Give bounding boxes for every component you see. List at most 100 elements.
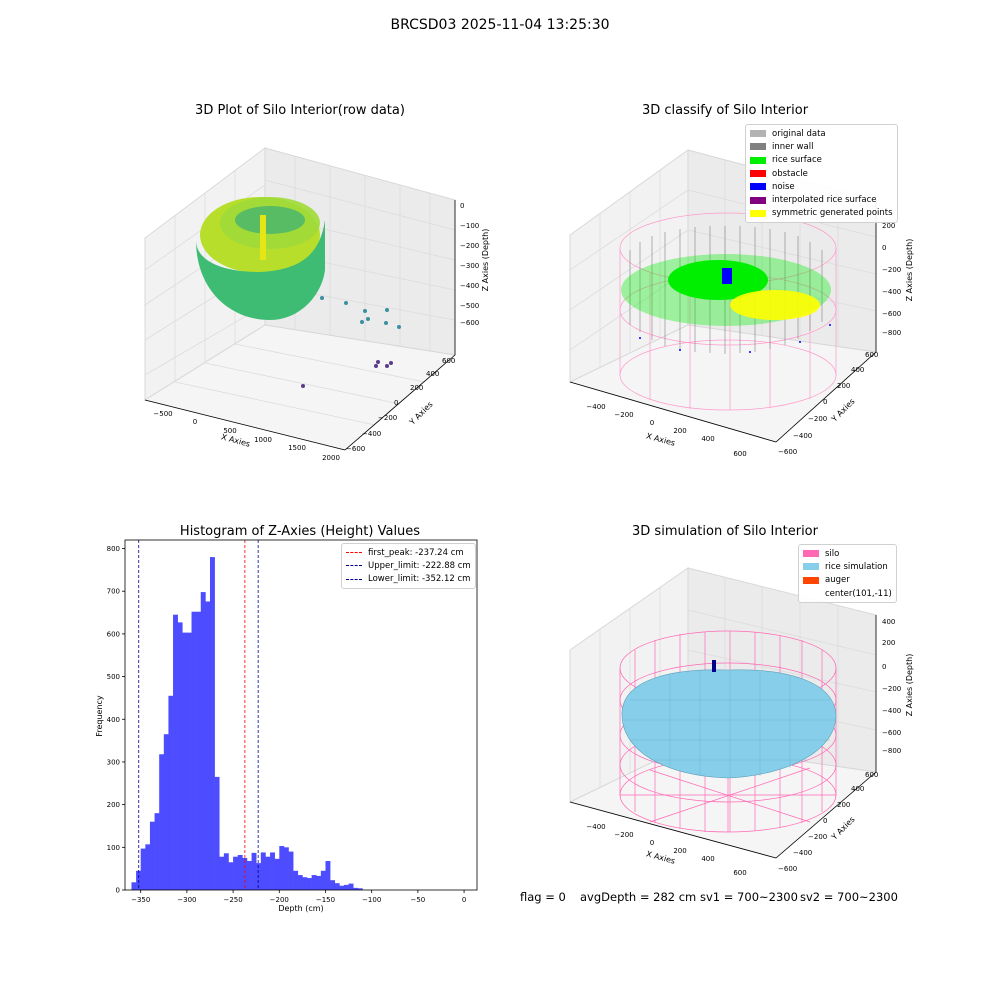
histogram-legend: first_peak: -237.24 cm Upper_limit: -222… [341, 543, 476, 589]
classify-plot-title: 3D classify of Silo Interior [641, 103, 809, 118]
histogram-bar [200, 592, 206, 890]
legend-swatch [803, 590, 819, 597]
histogram-bar [339, 885, 345, 890]
y-axis-line [775, 771, 877, 859]
simulation-plot-title: 3D simulation of Silo Interior [632, 524, 818, 539]
histogram-bar [283, 847, 289, 890]
z-tick-label: −800 [882, 329, 901, 337]
histogram-bar [173, 614, 178, 890]
y-tick-label: 600 [865, 351, 878, 359]
z-tick-label: 200 [882, 222, 895, 230]
legend-item-upper-limit: Upper_limit: -222.88 cm [346, 559, 471, 572]
histogram-bar [219, 856, 225, 890]
y-tick-label: −200 [808, 415, 827, 423]
y-axis-label: Frequency [95, 695, 104, 737]
x-tick-label: 200 [673, 847, 686, 855]
y-tick-label: 0 [394, 399, 398, 407]
histogram-bar [265, 856, 271, 890]
histogram-reference-lines [138, 540, 259, 890]
status-sv2: sv2 = 700~2300 [800, 890, 898, 904]
y-tick-label: −400 [793, 432, 812, 440]
status-flag: flag = 0 [520, 890, 566, 904]
z-tick-label: −500 [460, 302, 479, 310]
histogram-bar [214, 776, 220, 890]
x-tick-label: 600 [733, 869, 746, 877]
legend-swatch [803, 576, 819, 584]
y-tick-label: 400 [851, 366, 864, 374]
auger-marker [712, 660, 716, 672]
y-tick-label: 200 [837, 801, 850, 809]
histogram-bar [149, 821, 155, 890]
y-tick-label: 200 [837, 382, 850, 390]
legend-item-original-data: original data [750, 127, 893, 140]
z-tick-label: −300 [460, 262, 479, 270]
x-axis-label: X Axies [645, 849, 676, 865]
x-axis-line [144, 399, 346, 451]
x-tick-label: 0 [193, 418, 197, 426]
y-axis-line [344, 354, 456, 451]
rice-simulation-surface [621, 669, 837, 779]
z-tick-label: −600 [460, 319, 479, 327]
histogram-bar [320, 870, 326, 890]
legend-label: rice surface [772, 155, 822, 166]
inner-shadow [235, 206, 305, 234]
histogram-bar [163, 734, 169, 890]
x-axis-label: Depth (cm) [278, 904, 323, 913]
legend-item-silo: silo [803, 547, 892, 560]
histogram-bar [251, 852, 257, 890]
z-tick-label: −200 [460, 242, 479, 250]
x-tick-label: −50 [410, 896, 425, 904]
simulation-legend: silo rice simulation auger center(101,-1… [798, 544, 897, 604]
z-tick-label: 0 [882, 663, 886, 671]
histogram-bar [205, 601, 211, 890]
y-tick-label: 600 [107, 630, 120, 638]
histogram-bar [131, 882, 137, 890]
legend-label: symmetric generated points [772, 208, 893, 219]
histogram-bar [145, 844, 151, 890]
z-axis-label: Z Axies (Depth) [905, 654, 914, 717]
z-tick-label: −200 [882, 266, 901, 274]
y-axis-label: Y Axies [407, 400, 435, 428]
x-axis-label: X Axies [645, 431, 676, 447]
x-axis-line [569, 381, 777, 443]
histogram-bar [159, 754, 165, 890]
legend-swatch [750, 196, 766, 204]
histogram-bar [186, 632, 192, 890]
legend-swatch [803, 563, 819, 571]
histogram-bar [293, 870, 299, 890]
legend-label: interpolated rice surface [772, 195, 877, 206]
legend-line [346, 552, 362, 554]
y-tick-label: −600 [346, 445, 365, 453]
legend-item-auger: auger [803, 574, 892, 587]
outlier-points [320, 296, 401, 329]
raw-data-plot-title: 3D Plot of Silo Interior(row data) [195, 103, 405, 118]
z-tick-label: −400 [460, 282, 479, 290]
histogram-bar [316, 875, 322, 890]
histogram-bar [228, 862, 234, 890]
z-tick-label: −800 [882, 747, 901, 755]
y-tick-label: −200 [808, 833, 827, 841]
y-tick-label: 0 [116, 887, 120, 895]
x-tick-label: −200 [614, 411, 633, 419]
histogram-bar [196, 611, 202, 890]
histogram-bar [233, 856, 239, 890]
histogram-bars [131, 557, 363, 890]
histogram-plot: −350 −300 −250 −200 −150 −100 −50 0 0 100 200 300 4… [95, 539, 478, 913]
y-tick-label: 0 [823, 817, 827, 825]
y-tick-label: −400 [362, 430, 381, 438]
x-tick-label: −100 [362, 896, 381, 904]
z-tick-label: 0 [882, 244, 886, 252]
histogram-bar [307, 878, 312, 890]
histogram-bar [357, 888, 363, 890]
y-tick-label: −400 [793, 849, 812, 857]
y-tick-label: −200 [378, 414, 397, 422]
z-tick-label: −100 [460, 222, 479, 230]
histogram-title: Histogram of Z-Axies (Height) Values [179, 524, 421, 539]
histogram-bar [209, 557, 215, 890]
legend-item-interpolated: interpolated rice surface [750, 193, 893, 206]
legend-item-symmetric: symmetric generated points [750, 207, 893, 220]
legend-item-rice-simulation: rice simulation [803, 560, 892, 573]
x-tick-label: −250 [223, 896, 242, 904]
histogram-bar [191, 611, 197, 890]
x-tick-label: −350 [131, 896, 150, 904]
